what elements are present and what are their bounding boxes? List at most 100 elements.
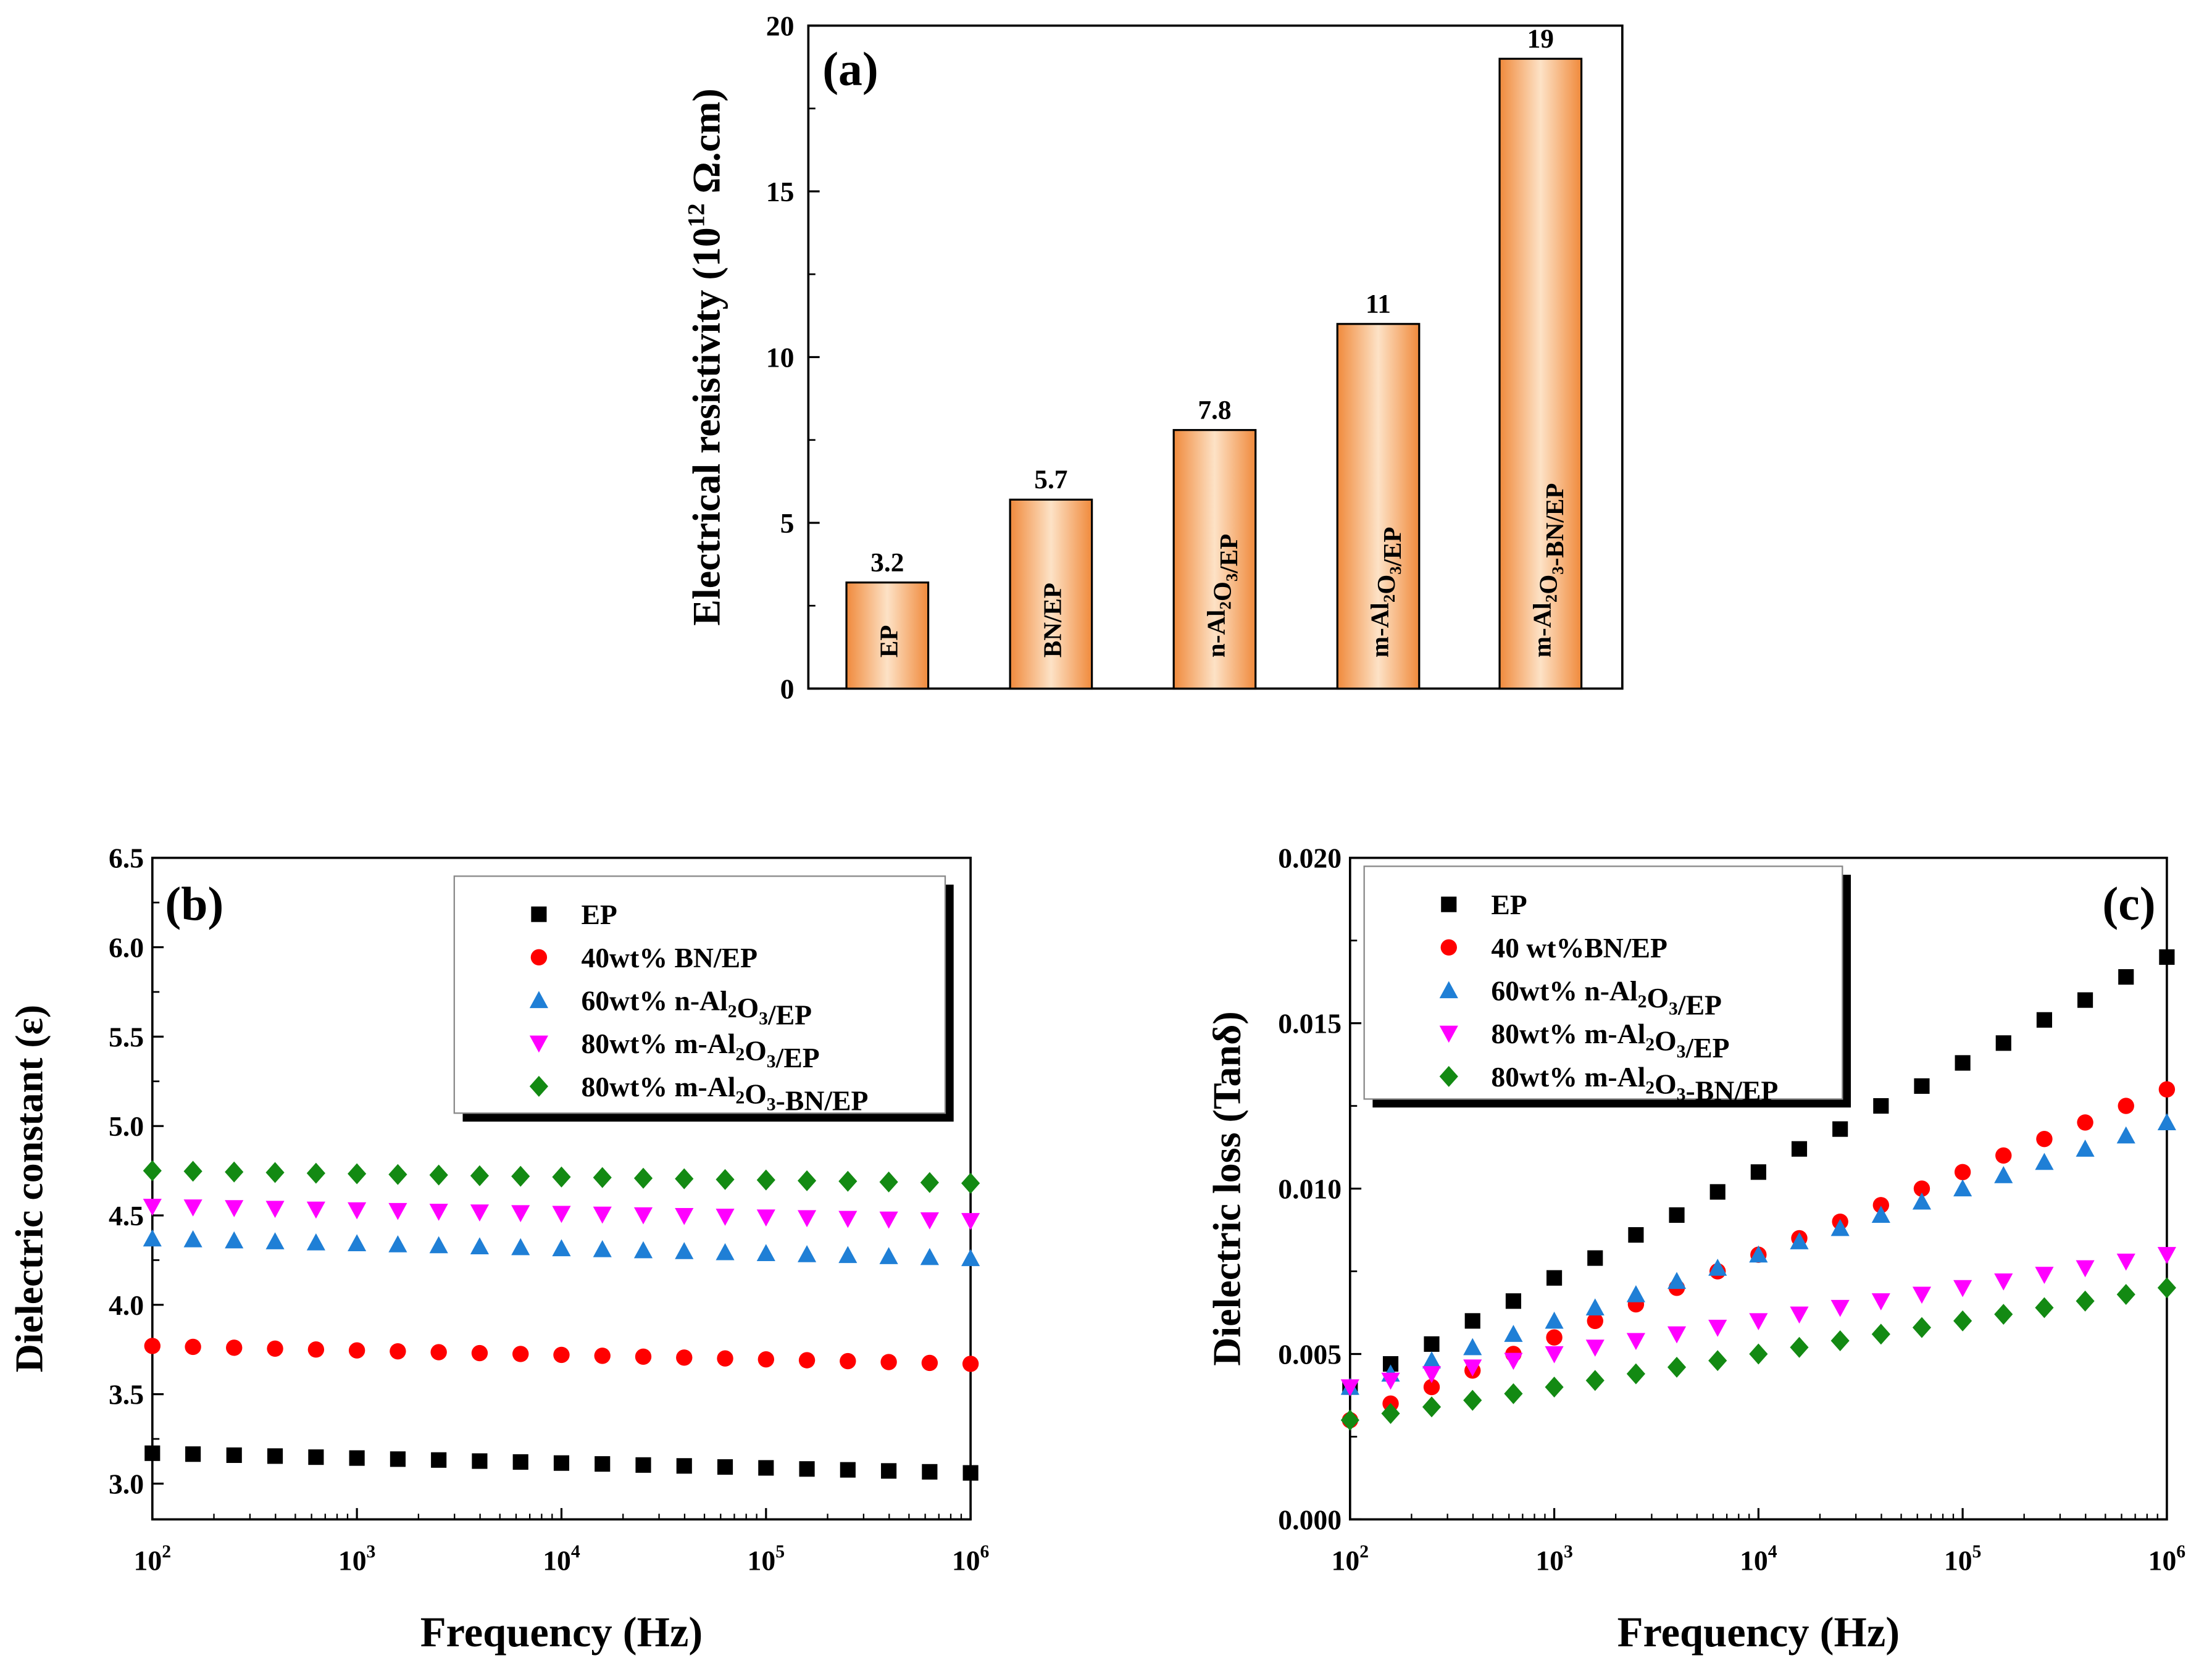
data-point <box>265 1162 285 1183</box>
y-tick-label: 5.0 <box>109 1110 144 1142</box>
data-point <box>226 1447 242 1463</box>
data-point <box>1708 1259 1727 1276</box>
x-tick-label: 106 <box>952 1542 990 1577</box>
legend-marker <box>1440 939 1457 956</box>
data-point <box>1545 1346 1564 1364</box>
legend-marker <box>531 906 547 922</box>
data-point <box>143 1198 162 1216</box>
data-point <box>512 1346 529 1362</box>
legend-label: 60wt% n-Al2O3/EP <box>581 985 812 1030</box>
data-point <box>390 1451 406 1467</box>
data-point <box>1546 1270 1563 1286</box>
data-point <box>1669 1207 1685 1223</box>
x-tick-label: 106 <box>2148 1542 2186 1577</box>
bar-value-label: 11 <box>1366 290 1391 319</box>
data-point <box>1381 1372 1400 1390</box>
y-tick-label: 0.010 <box>1278 1173 1342 1205</box>
data-point <box>1953 1280 1972 1298</box>
x-tick-label: 102 <box>1332 1542 1369 1577</box>
data-point <box>920 1248 939 1265</box>
data-point <box>1873 1098 1889 1114</box>
y-tick-label: 4.5 <box>109 1200 144 1231</box>
data-point <box>225 1161 244 1183</box>
x-tick-label: 105 <box>748 1542 785 1577</box>
data-point <box>921 1354 938 1372</box>
data-point <box>348 1202 367 1220</box>
legend-marker <box>530 949 548 966</box>
data-point <box>1749 1343 1768 1365</box>
data-point <box>961 1172 980 1194</box>
legend-label: 80wt% m-Al2O3/EP <box>1491 1018 1729 1064</box>
data-point <box>1750 1164 1766 1180</box>
legend-label: 80wt% m-Al2O3/EP <box>581 1028 819 1073</box>
data-point <box>1830 1219 1850 1236</box>
x-tick-label: 104 <box>543 1542 580 1577</box>
data-point <box>348 1342 365 1359</box>
bar-category-label: EP <box>874 625 903 658</box>
data-point <box>676 1349 693 1366</box>
y-tick-label: 20 <box>766 10 795 42</box>
x-tick-label: 105 <box>1944 1542 1982 1577</box>
data-point <box>2036 1012 2052 1028</box>
data-point <box>635 1457 651 1473</box>
data-point <box>144 1445 161 1461</box>
data-point <box>470 1165 490 1186</box>
data-point <box>265 1201 285 1219</box>
data-point <box>962 1465 979 1481</box>
legend-label: 40wt% BN/EP <box>581 942 758 973</box>
data-point <box>2077 992 2093 1008</box>
data-point <box>1504 1325 1523 1342</box>
data-point <box>1749 1313 1768 1330</box>
data-point <box>1422 1366 1442 1383</box>
data-point <box>756 1209 775 1227</box>
data-point <box>390 1343 406 1360</box>
data-point <box>593 1206 612 1224</box>
data-point <box>2076 1260 2095 1278</box>
data-point <box>1587 1250 1603 1266</box>
data-point <box>1912 1192 1932 1210</box>
data-series <box>143 1198 980 1230</box>
data-series <box>1340 1247 2176 1397</box>
data-point <box>633 1241 653 1259</box>
legend-label: 40 wt%BN/EP <box>1491 932 1667 964</box>
data-point <box>511 1165 530 1187</box>
data-series <box>144 1445 979 1481</box>
bar <box>1498 57 1583 690</box>
y-tick-label: 0.000 <box>1278 1504 1342 1535</box>
data-point <box>920 1172 939 1193</box>
data-point <box>1954 1164 1971 1180</box>
data-point <box>1708 1320 1727 1337</box>
y-tick-label: 15 <box>766 176 795 207</box>
data-point <box>676 1458 692 1474</box>
data-point <box>388 1235 407 1252</box>
data-point <box>595 1456 611 1472</box>
x-tick-label: 102 <box>134 1542 172 1577</box>
legend-label: 80wt% m-Al2O3-BN/EP <box>1491 1061 1778 1107</box>
data-point <box>1830 1330 1850 1352</box>
data-point <box>470 1204 490 1222</box>
data-point <box>470 1237 490 1254</box>
data-point <box>1463 1338 1482 1356</box>
data-point <box>185 1338 201 1356</box>
bar <box>1172 429 1257 690</box>
data-point <box>553 1455 570 1471</box>
data-point <box>797 1170 817 1191</box>
data-point <box>1463 1389 1482 1411</box>
data-point <box>429 1204 448 1221</box>
y-tick-label: 0.005 <box>1278 1338 1342 1370</box>
data-point <box>1585 1298 1605 1316</box>
legend-marker <box>1439 1025 1458 1043</box>
data-point <box>348 1163 367 1185</box>
data-point <box>1994 1273 2013 1291</box>
data-point <box>1667 1356 1687 1378</box>
data-point <box>922 1464 938 1480</box>
data-point <box>879 1247 898 1264</box>
data-point <box>308 1449 324 1465</box>
data-point <box>675 1208 694 1225</box>
y-axis-label: Dielectric constant (ε) <box>7 1005 51 1373</box>
data-point <box>388 1202 407 1220</box>
data-point <box>838 1246 858 1264</box>
data-point <box>348 1234 367 1252</box>
data-point <box>307 1341 325 1358</box>
bar-value-label: 5.7 <box>1034 465 1067 494</box>
